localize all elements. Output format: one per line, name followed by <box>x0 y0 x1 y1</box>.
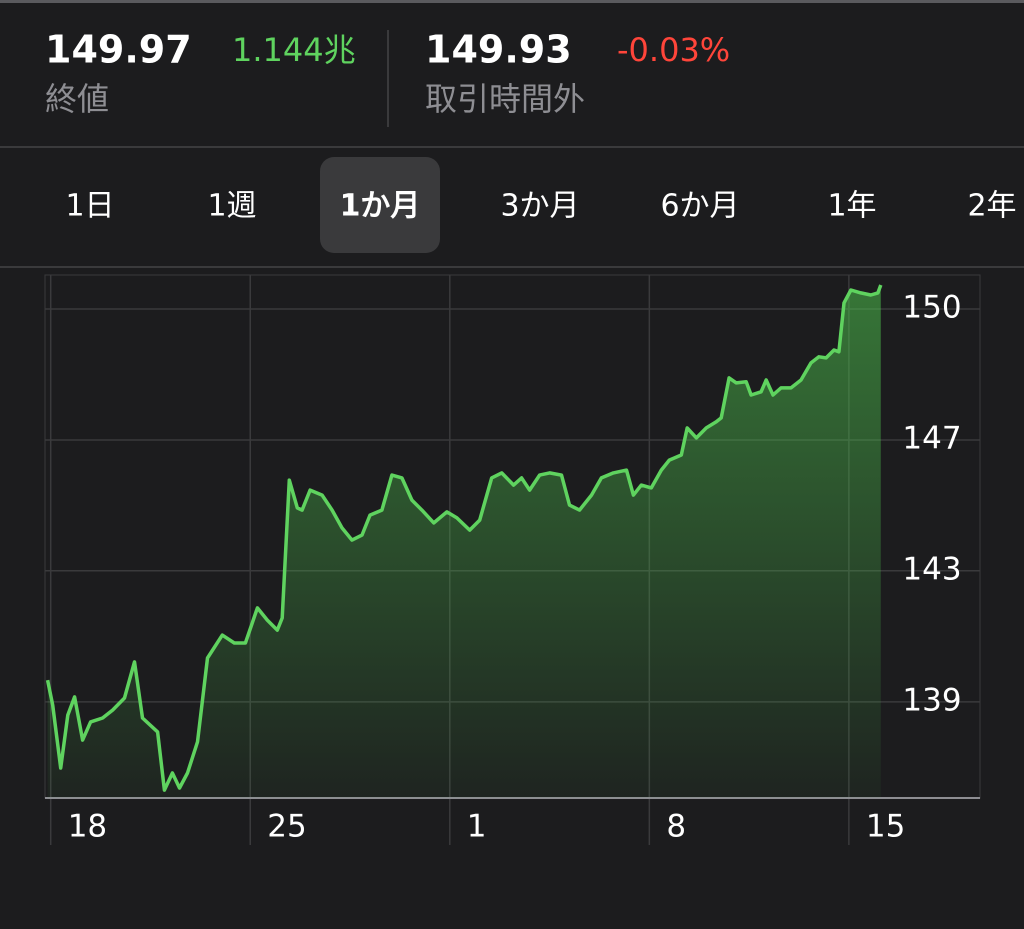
x-tick-label: 25 <box>267 809 306 845</box>
price-line <box>45 284 883 792</box>
x-tick-label: 8 <box>666 809 686 845</box>
tab[interactable]: 2年 <box>967 189 1016 224</box>
y-tick-label: 147 <box>902 421 961 457</box>
y-tick-label: 143 <box>902 551 961 587</box>
tab[interactable]: 6か月 <box>660 189 739 224</box>
market-cap: 1.144兆 <box>232 31 356 69</box>
x-tick-label: 18 <box>68 809 107 845</box>
tab[interactable]: 3か月 <box>500 189 579 224</box>
area <box>47 285 881 798</box>
tab-selected-bg <box>320 157 440 253</box>
close-label: 終値 <box>45 80 109 118</box>
y-tick-label: 150 <box>902 289 961 325</box>
range-tabs: 1日 1週 1か月 3か月 6か月 1年 2年 <box>65 157 1017 253</box>
tab[interactable]: 1年 <box>827 189 876 224</box>
after-hours-price: 149.93 <box>425 28 572 72</box>
tab[interactable]: 1週 <box>207 189 256 224</box>
after-hours-label: 取引時間外 <box>425 80 585 118</box>
tab[interactable]: 1か月 <box>340 189 421 224</box>
x-tick-label: 15 <box>866 809 905 845</box>
tab[interactable]: 1日 <box>65 189 114 224</box>
top-border <box>0 0 1024 3</box>
after-hours-change: -0.03% <box>617 31 730 69</box>
y-tick-label: 139 <box>902 682 961 718</box>
x-tick-label: 1 <box>467 809 487 845</box>
close-price: 149.97 <box>45 28 192 72</box>
